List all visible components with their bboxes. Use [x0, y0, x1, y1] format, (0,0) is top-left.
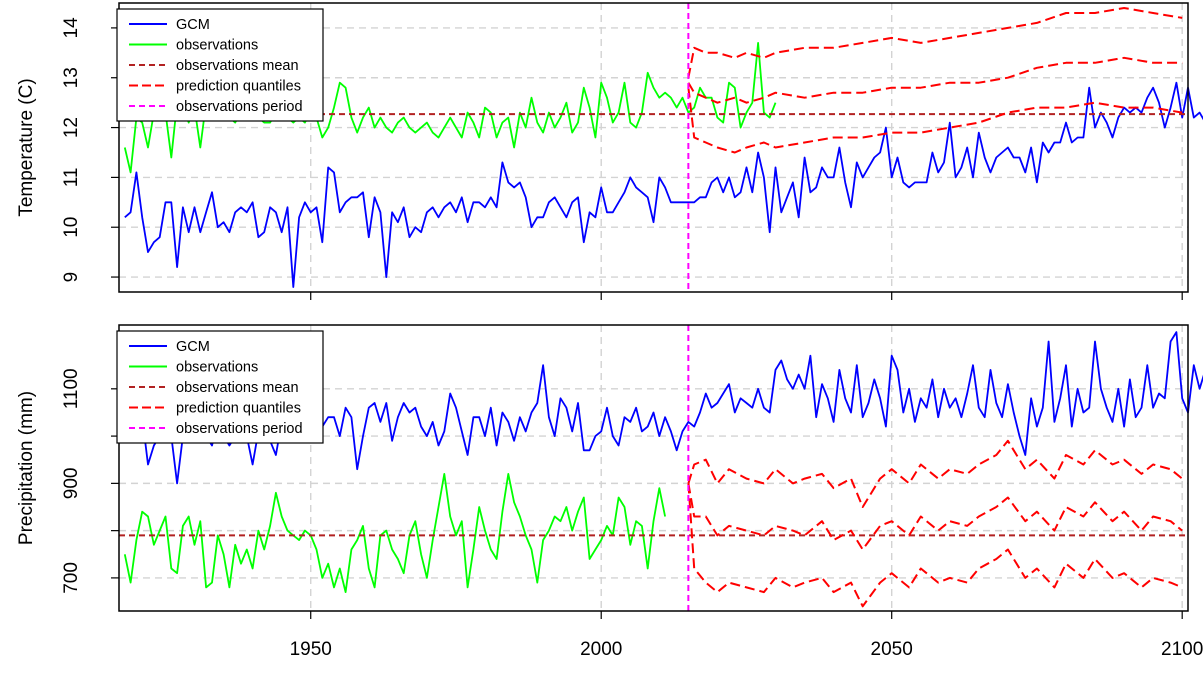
legend-label: observations period: [176, 99, 303, 115]
legend: GCM observations observations mean predicti…: [116, 330, 324, 444]
gcm-line: [124, 81, 1203, 288]
x-tick-label: 2100: [1161, 639, 1203, 660]
y-tick-label: 9: [61, 272, 82, 283]
x-tick-label: 2000: [580, 639, 622, 660]
temperature-panel: 9 10 11 12 13 14 Temperature (C) GCM observation…: [16, 2, 1203, 293]
legend-label: observations: [176, 38, 258, 54]
legend: GCM observations observations mean predicti…: [116, 8, 324, 122]
plot-frame: [118, 2, 1189, 293]
legend-label: prediction quantiles: [176, 79, 301, 95]
prediction-quantile-upper-line: [687, 439, 1183, 508]
precipitation-panel: 700 900 1100 Precipitation (mm) GCM observati…: [16, 324, 1203, 612]
legend-label: GCM: [176, 339, 210, 355]
legend-label: observations: [176, 360, 258, 376]
legend-label: observations mean: [176, 58, 299, 74]
prediction-quantile-median-line: [687, 483, 1183, 551]
plot-frame: [118, 324, 1189, 612]
y-tick-label: 14: [61, 17, 82, 39]
legend-label: prediction quantiles: [176, 401, 301, 417]
y-axis-label: Precipitation (mm): [16, 391, 37, 545]
y-tick-label: 900: [61, 468, 82, 500]
legend-label: GCM: [176, 17, 210, 33]
prediction-quantile-upper-line: [687, 7, 1183, 78]
observations-line: [123, 472, 666, 593]
x-tick-label: 2050: [871, 639, 913, 660]
prediction-quantile-median-line: [687, 56, 1183, 104]
prediction-quantile-lower-line: [687, 483, 1183, 608]
y-tick-label: 1100: [61, 368, 82, 409]
y-tick-label: 12: [61, 117, 82, 138]
y-tick-label: 11: [61, 168, 82, 188]
y-tick-label: 10: [61, 217, 82, 238]
y-tick-label: 700: [61, 562, 82, 594]
x-tick-label: 1950: [290, 639, 332, 660]
gcm-line: [124, 331, 1203, 485]
prediction-quantile-lower-line: [687, 87, 1183, 154]
legend-label: observations period: [176, 421, 303, 437]
y-axis-label: Temperature (C): [16, 78, 37, 216]
y-tick-label: 13: [61, 67, 82, 88]
legend-label: observations mean: [176, 380, 299, 396]
x-axis-labels: 1950 2000 2050 2100: [290, 292, 1203, 660]
